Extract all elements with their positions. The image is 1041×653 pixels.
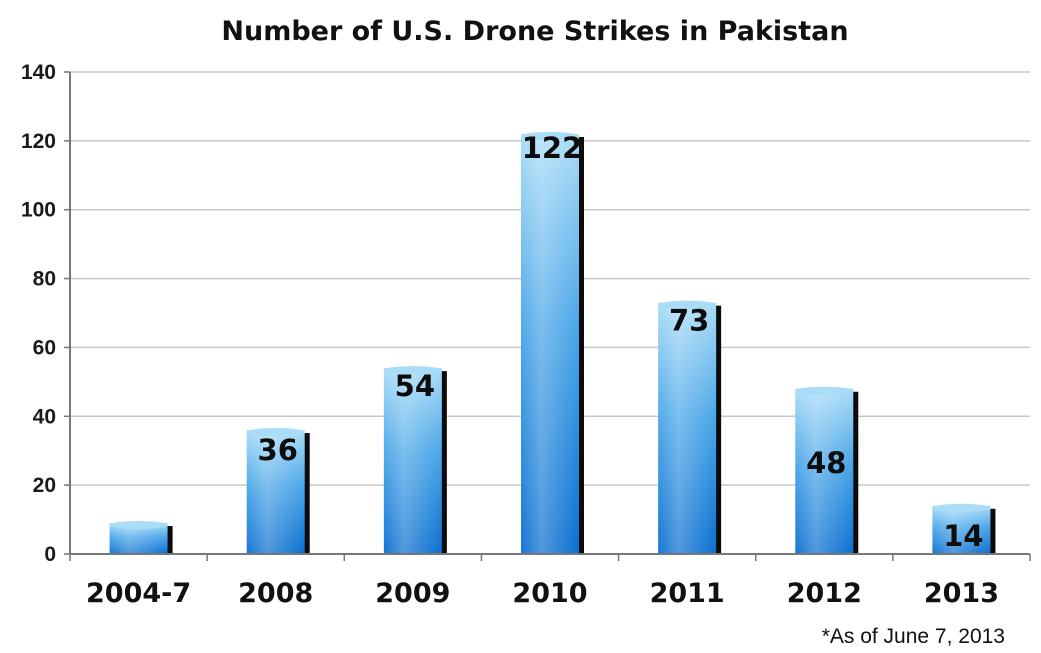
bar-sheen <box>246 430 305 554</box>
bar-shadow <box>303 433 310 554</box>
x-tick-label: 2008 <box>238 578 313 609</box>
y-tick-label: 40 <box>33 405 56 428</box>
bar-cap <box>246 428 305 437</box>
y-tick-label: 80 <box>33 268 56 291</box>
bar-sheen <box>932 505 991 554</box>
bars: 36 54 122 73 48 14 <box>109 131 996 554</box>
data-label: 122 <box>522 131 583 165</box>
bar-shadow <box>989 508 996 554</box>
y-tick-label: 140 <box>21 61 56 84</box>
bar-cap <box>658 300 717 309</box>
data-label: 73 <box>669 304 709 338</box>
y-tick-label: 120 <box>21 130 56 153</box>
y-tick-label: 60 <box>33 336 56 359</box>
bar-group <box>109 521 173 554</box>
data-label: 14 <box>943 519 983 553</box>
bar-group <box>246 428 310 554</box>
bar-shadow <box>166 526 173 554</box>
bar-shadow <box>440 371 447 554</box>
y-tick-label: 100 <box>21 199 56 222</box>
bar-cap <box>932 503 991 512</box>
bar-cap <box>521 131 579 140</box>
x-tick-label: 2012 <box>787 578 862 609</box>
bar-cap <box>795 386 854 395</box>
bar-group <box>383 366 447 554</box>
data-label: 36 <box>258 433 298 467</box>
bar-shadow <box>852 391 859 554</box>
x-axis: 2004-7 2008 2009 2010 2011 2012 2013 <box>69 553 1031 609</box>
x-tick-label: 2011 <box>650 578 725 609</box>
bar-group <box>932 503 996 554</box>
x-tick-label: 2010 <box>512 578 587 609</box>
bar-sheen <box>795 388 854 554</box>
data-label: 54 <box>395 369 435 403</box>
bar-group <box>658 300 722 554</box>
data-label: 48 <box>806 446 846 480</box>
y-axis: 0 20 40 60 80 100 120 140 <box>21 61 71 566</box>
y-tick-label: 0 <box>44 543 56 566</box>
bar-sheen <box>521 133 579 554</box>
bar-shadow <box>578 136 584 554</box>
bar-shadow <box>715 305 722 554</box>
bar-sheen <box>658 302 717 554</box>
bar-group <box>795 386 859 554</box>
x-tick-label: 2013 <box>924 578 999 609</box>
footnote: *As of June 7, 2013 <box>822 625 1005 648</box>
x-tick-label: 2004-7 <box>86 578 191 609</box>
bar-group <box>521 131 584 554</box>
chart-title: Number of U.S. Drone Strikes in Pakistan <box>221 16 848 47</box>
bar-cap <box>109 521 168 530</box>
bar-sheen <box>383 368 442 554</box>
y-tick-label: 20 <box>33 474 56 497</box>
x-tick-label: 2009 <box>375 578 450 609</box>
bar-cap <box>383 366 442 375</box>
